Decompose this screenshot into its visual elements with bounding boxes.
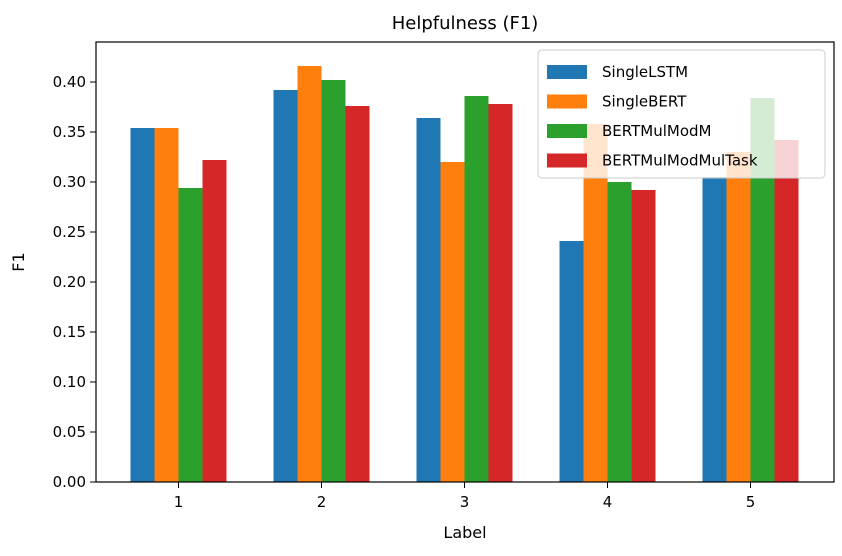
legend-swatch [547, 124, 587, 138]
bar-SingleLSTM-1 [130, 128, 155, 482]
y-tick-label: 0.10 [53, 373, 86, 391]
y-axis: 0.00 0.05 0.10 0.15 0.20 0.25 0.30 0.35 0.40 [53, 73, 96, 491]
x-tick-label: 2 [317, 493, 327, 511]
bar-SingleLSTM-2 [273, 90, 298, 482]
y-tick-label: 0.00 [53, 473, 86, 491]
bar-BERTMulModM-1 [178, 188, 203, 482]
bar-SingleBERT-5 [726, 152, 751, 482]
bar-SingleBERT-2 [297, 66, 322, 482]
legend-swatch [547, 65, 587, 79]
bar-SingleBERT-4 [583, 124, 608, 482]
bar-BERTMulModMulTask-4 [631, 190, 656, 482]
bar-BERTMulModM-4 [607, 182, 632, 482]
x-axis-label: Label [443, 523, 486, 542]
bar-BERTMulModMulTask-1 [202, 160, 227, 482]
bar-SingleLSTM-5 [702, 177, 727, 482]
bar-BERTMulModM-2 [321, 80, 346, 482]
bar-SingleLSTM-4 [559, 241, 584, 482]
bar-SingleLSTM-3 [416, 118, 441, 482]
legend-swatch [547, 153, 587, 168]
bar-BERTMulModM-3 [464, 96, 489, 482]
bar-BERTMulModMulTask-3 [488, 104, 513, 482]
y-tick-label: 0.15 [53, 323, 86, 341]
y-tick-label: 0.20 [53, 273, 86, 291]
x-tick-label: 5 [746, 493, 756, 511]
chart-title: Helpfulness (F1) [392, 13, 539, 34]
y-tick-label: 0.25 [53, 223, 86, 241]
y-axis-label: F1 [9, 252, 28, 271]
y-tick-label: 0.40 [53, 73, 86, 91]
y-tick-label: 0.35 [53, 123, 86, 141]
legend-swatch [547, 94, 587, 109]
y-tick-label: 0.05 [53, 423, 86, 441]
bar-BERTMulModMulTask-5 [774, 140, 799, 482]
x-tick-label: 1 [174, 493, 184, 511]
bars-layer [130, 66, 799, 482]
bar-BERTMulModMulTask-2 [345, 106, 370, 482]
x-tick-label: 3 [460, 493, 470, 511]
legend-label: SingleLSTM [602, 63, 688, 81]
legend-label: BERTMulModM [602, 122, 711, 140]
y-tick-label: 0.30 [53, 173, 86, 191]
legend-label: BERTMulModMulTask [602, 152, 758, 170]
bar-SingleBERT-1 [154, 128, 179, 482]
legend: SingleLSTM SingleBERT BERTMulModM BERTMulMo… [537, 49, 826, 179]
legend-label: SingleBERT [602, 93, 687, 111]
x-axis: 1 2 3 4 5 [174, 482, 756, 511]
bar-SingleBERT-3 [440, 162, 465, 482]
x-tick-label: 4 [603, 493, 613, 511]
legend-box [537, 49, 826, 179]
